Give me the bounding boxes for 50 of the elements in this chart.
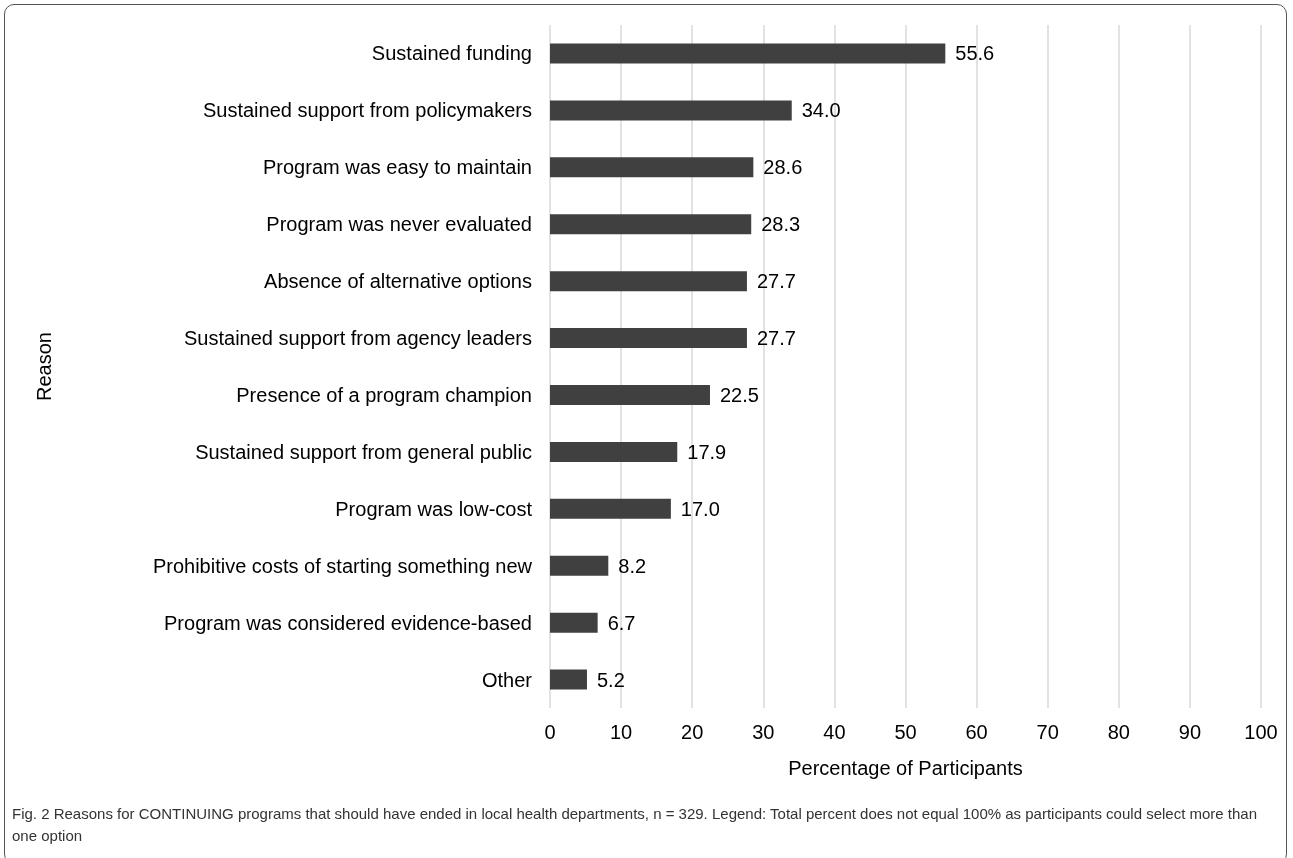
y-tick-label: Sustained support from policymakers (202, 99, 532, 122)
bar (550, 214, 752, 235)
data-label: 27.7 (756, 270, 796, 293)
y-tick-label: Absence of alternative options (264, 270, 532, 293)
y-tick-label: Sustained support from agency leaders (184, 327, 532, 350)
bar (550, 612, 598, 633)
bar (550, 157, 754, 178)
y-tick-label: Program was never evaluated (266, 213, 532, 236)
x-tick-label: 20 (681, 721, 704, 743)
bar (550, 441, 678, 462)
x-tick-label: 0 (544, 721, 556, 743)
data-label: 27.7 (756, 327, 796, 350)
y-tick-label: Prohibitive costs of starting something new (152, 554, 533, 577)
data-label: 8.2 (618, 554, 647, 577)
bar (550, 555, 609, 576)
y-tick-label: Sustained funding (371, 42, 532, 65)
data-label: 17.9 (687, 440, 727, 463)
bar (550, 100, 792, 121)
data-label: 34.0 (801, 99, 841, 122)
data-label: 28.6 (763, 156, 803, 179)
x-axis-title: Percentage of Participants (788, 757, 1023, 779)
y-tick-label: Program was easy to maintain (262, 156, 532, 179)
y-tick-label: Other (481, 668, 533, 691)
bar (550, 43, 946, 64)
x-tick-label: 80 (1107, 721, 1130, 743)
x-tick-label: 10 (609, 721, 633, 743)
x-tick-label: 30 (752, 721, 775, 743)
bar (550, 384, 710, 405)
data-label: 22.5 (719, 383, 759, 406)
y-tick-label: Sustained support from general public (195, 440, 532, 463)
y-tick-label: Program was low-cost (335, 497, 533, 520)
caption: Fig. 2 Reasons for CONTINUING programs that should have ended in local health departments, n = 329. Legend: Total percent does not equal 100% as participants could select more than one option (12, 804, 1259, 846)
data-label: 6.7 (607, 611, 636, 634)
bar (550, 271, 747, 292)
data-label: 17.0 (680, 497, 720, 520)
y-tick-label: Program was considered evidence-based (164, 611, 532, 634)
x-tick-label: 40 (823, 721, 846, 743)
bar (550, 328, 747, 349)
x-tick-label: 90 (1178, 721, 1202, 743)
data-label: 5.2 (596, 668, 625, 691)
x-tick-label: 60 (965, 721, 988, 743)
data-label: 28.3 (761, 213, 801, 236)
x-tick-label: 100 (1244, 721, 1278, 743)
bar (550, 669, 587, 690)
bar (550, 498, 671, 519)
data-label: 55.6 (955, 42, 995, 65)
x-tick-label: 70 (1036, 721, 1059, 743)
y-axis-title: Reason (33, 332, 55, 401)
y-tick-label: Presence of a program champion (236, 383, 532, 406)
x-tick-label: 50 (894, 721, 917, 743)
